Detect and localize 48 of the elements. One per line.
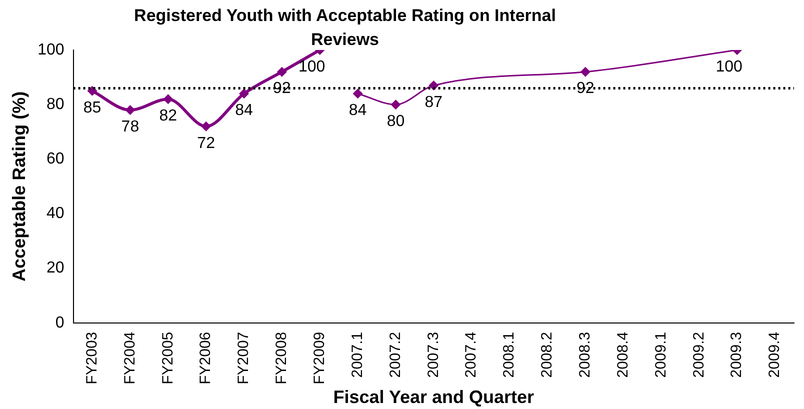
data-label: 100 [716,58,743,76]
data-label: 87 [424,94,443,111]
x-tick-label: FY2007 [235,332,252,384]
point [125,105,136,116]
y-tick-label: 20 [46,260,64,277]
x-tick-label: 2008.1 [500,332,518,378]
x-tick-label: 2009.1 [652,332,670,378]
point [276,66,287,77]
y-tick-label: 100 [38,41,64,58]
x-tick-label: 2007.1 [348,332,366,378]
x-tick-label: 2007.3 [424,332,442,378]
y-tick-label: 60 [46,150,64,168]
x-tick-label: FY2006 [197,332,214,384]
y-tick-label: 0 [55,314,64,332]
point [390,100,401,110]
x-axis-title: Fiscal Year and Quarter [333,387,534,408]
point [428,80,439,90]
x-tick-label: FY2005 [159,332,176,384]
point [201,121,212,132]
data-label: 85 [83,99,102,116]
chart-title: Registered Youth with Acceptable Rating on Internal Reviews [133,5,557,51]
data-label: 84 [348,102,367,120]
x-tick-label: FY2009 [310,332,328,384]
x-tick-label: 2009.4 [766,332,784,378]
x-tick-label: FY2003 [83,332,100,384]
y-tick-label: 80 [46,96,64,113]
data-label: 72 [197,134,216,152]
x-tick-label: 2008.2 [538,332,556,378]
x-tick-label: 2007.2 [386,332,404,378]
x-tick-label: 2008.4 [614,332,632,378]
y-tick-label: 40 [46,205,64,222]
x-tick-label: 2008.3 [576,332,594,378]
point [580,66,590,77]
data-label: 84 [235,102,253,120]
data-label: 82 [159,108,178,125]
point [238,88,249,99]
x-tick-label: 2007.4 [462,332,480,378]
point [163,94,174,104]
y-axis-title: Acceptable Rating (%) [8,91,29,282]
data-label: 80 [386,112,405,130]
x-tick-label: 2009.3 [728,332,746,378]
x-tick-label: 2009.2 [690,332,708,378]
point [87,86,98,96]
point [352,88,363,99]
x-tick-label: FY2008 [273,332,290,384]
data-label: 100 [298,58,326,76]
x-tick-label: FY2004 [121,332,138,384]
data-label: 78 [121,118,140,136]
